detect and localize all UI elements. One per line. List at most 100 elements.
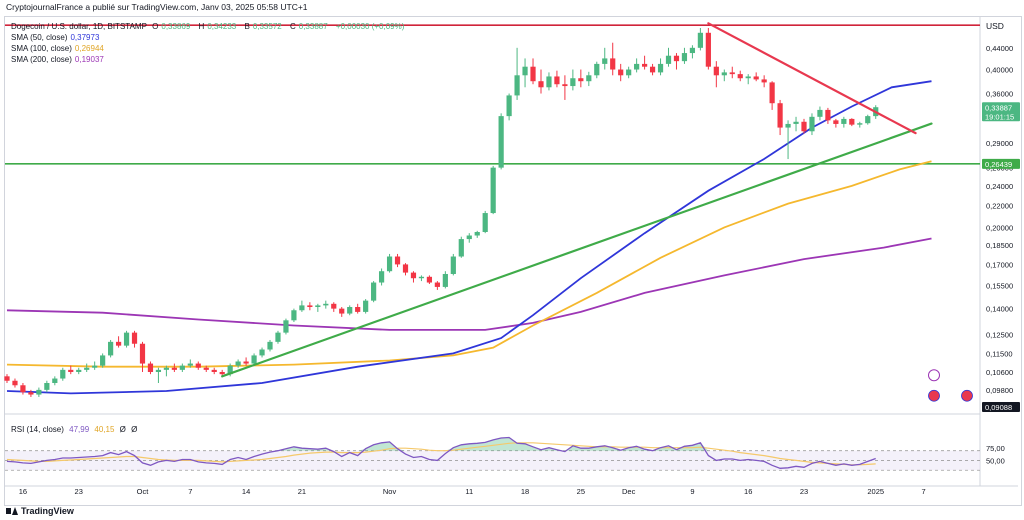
- candle-body[interactable]: [713, 66, 719, 76]
- candle-body[interactable]: [347, 307, 353, 314]
- candle-body[interactable]: [506, 95, 512, 117]
- candle-body[interactable]: [761, 79, 767, 83]
- candle-body[interactable]: [179, 365, 185, 370]
- candle-body[interactable]: [418, 276, 425, 279]
- candle-body[interactable]: [100, 355, 106, 366]
- candle-body[interactable]: [171, 367, 177, 370]
- candle-body[interactable]: [689, 47, 696, 54]
- candle-body[interactable]: [219, 371, 225, 375]
- candle-body[interactable]: [187, 363, 193, 366]
- candle-body[interactable]: [426, 276, 433, 283]
- candle-body[interactable]: [737, 74, 743, 79]
- candle-body[interactable]: [490, 167, 496, 214]
- candle-body[interactable]: [809, 116, 815, 132]
- candle-body[interactable]: [123, 332, 130, 346]
- candle-body[interactable]: [729, 72, 735, 75]
- trendline-support[interactable]: [221, 122, 933, 378]
- rsi-ma-line[interactable]: [6, 442, 876, 466]
- candle-body[interactable]: [410, 272, 417, 279]
- rsi-line[interactable]: [6, 436, 876, 469]
- candle-body[interactable]: [84, 367, 90, 370]
- candle-body[interactable]: [139, 343, 146, 364]
- candle-body[interactable]: [618, 69, 624, 76]
- candle-body[interactable]: [681, 53, 688, 62]
- candle-body[interactable]: [307, 305, 313, 308]
- candle-body[interactable]: [442, 273, 448, 287]
- candle-body[interactable]: [283, 320, 289, 333]
- candle-body[interactable]: [267, 341, 273, 350]
- candle-body[interactable]: [458, 239, 464, 257]
- candle-body[interactable]: [602, 58, 608, 64]
- candle-body[interactable]: [259, 349, 265, 356]
- candle-body[interactable]: [657, 63, 664, 73]
- candle-body[interactable]: [299, 305, 305, 311]
- sma100-legend[interactable]: SMA (100, close) 0,26944: [11, 44, 104, 53]
- candle-body[interactable]: [386, 256, 393, 272]
- candle-body[interactable]: [44, 382, 50, 390]
- candle-body[interactable]: [315, 305, 321, 308]
- candle-body[interactable]: [665, 55, 672, 64]
- candle-body[interactable]: [378, 271, 385, 283]
- candle-body[interactable]: [777, 103, 783, 128]
- candle-body[interactable]: [474, 231, 480, 236]
- candle-body[interactable]: [243, 361, 249, 364]
- candle-body[interactable]: [339, 308, 345, 314]
- candle-body[interactable]: [323, 303, 329, 306]
- candle-body[interactable]: [371, 282, 377, 301]
- rsi-legend[interactable]: RSI (14, close) 47,99 40,15 Ø Ø: [11, 425, 138, 434]
- candle-body[interactable]: [251, 355, 257, 364]
- candle-body[interactable]: [522, 66, 528, 76]
- candle-body[interactable]: [546, 76, 552, 88]
- candle-body[interactable]: [634, 63, 640, 70]
- sma50-legend[interactable]: SMA (50, close) 0,37973: [11, 33, 100, 42]
- candle-body[interactable]: [865, 116, 871, 124]
- candle-body[interactable]: [514, 75, 520, 96]
- candle-body[interactable]: [466, 235, 472, 240]
- candle-body[interactable]: [36, 389, 42, 395]
- candle-body[interactable]: [4, 376, 10, 381]
- candle-body[interactable]: [211, 369, 217, 372]
- candle-body[interactable]: [570, 78, 576, 87]
- sma200-legend[interactable]: SMA (200, close) 0,19037: [11, 55, 104, 64]
- candle-body[interactable]: [594, 63, 600, 76]
- candle-body[interactable]: [586, 75, 592, 82]
- flag-event-icon[interactable]: [928, 389, 940, 402]
- candle-body[interactable]: [52, 378, 58, 383]
- footer-brand[interactable]: TradingView: [6, 506, 74, 516]
- candle-body[interactable]: [108, 341, 114, 356]
- candle-body[interactable]: [68, 369, 74, 372]
- candle-body[interactable]: [76, 369, 82, 372]
- candle-body[interactable]: [817, 109, 823, 117]
- candle-body[interactable]: [131, 332, 138, 344]
- sma200-line[interactable]: [6, 237, 932, 331]
- candle-body[interactable]: [227, 365, 233, 375]
- candle-body[interactable]: [562, 84, 568, 87]
- candle-body[interactable]: [610, 58, 616, 70]
- candle-body[interactable]: [849, 118, 855, 125]
- candle-body[interactable]: [753, 76, 759, 80]
- candle-body[interactable]: [275, 332, 281, 342]
- candle-body[interactable]: [642, 63, 648, 67]
- candle-body[interactable]: [434, 282, 440, 287]
- candle-body[interactable]: [721, 72, 727, 76]
- candle-body[interactable]: [857, 123, 863, 125]
- candle-body[interactable]: [833, 120, 839, 124]
- candle-body[interactable]: [482, 213, 488, 232]
- candle-body[interactable]: [793, 121, 799, 124]
- candle-body[interactable]: [394, 256, 401, 265]
- flag-event-icon[interactable]: [961, 389, 973, 402]
- candle-body[interactable]: [92, 365, 98, 368]
- candle-body[interactable]: [578, 78, 584, 82]
- candle-body[interactable]: [12, 380, 18, 386]
- candle-body[interactable]: [155, 369, 162, 372]
- candle-body[interactable]: [769, 82, 775, 104]
- candle-body[interactable]: [450, 256, 456, 274]
- candle-body[interactable]: [785, 123, 791, 128]
- candle-body[interactable]: [841, 118, 847, 124]
- candle-body[interactable]: [235, 361, 241, 366]
- candle-body[interactable]: [649, 66, 656, 73]
- candle-body[interactable]: [147, 363, 154, 372]
- candle-body[interactable]: [745, 76, 751, 79]
- candle-body[interactable]: [291, 310, 297, 321]
